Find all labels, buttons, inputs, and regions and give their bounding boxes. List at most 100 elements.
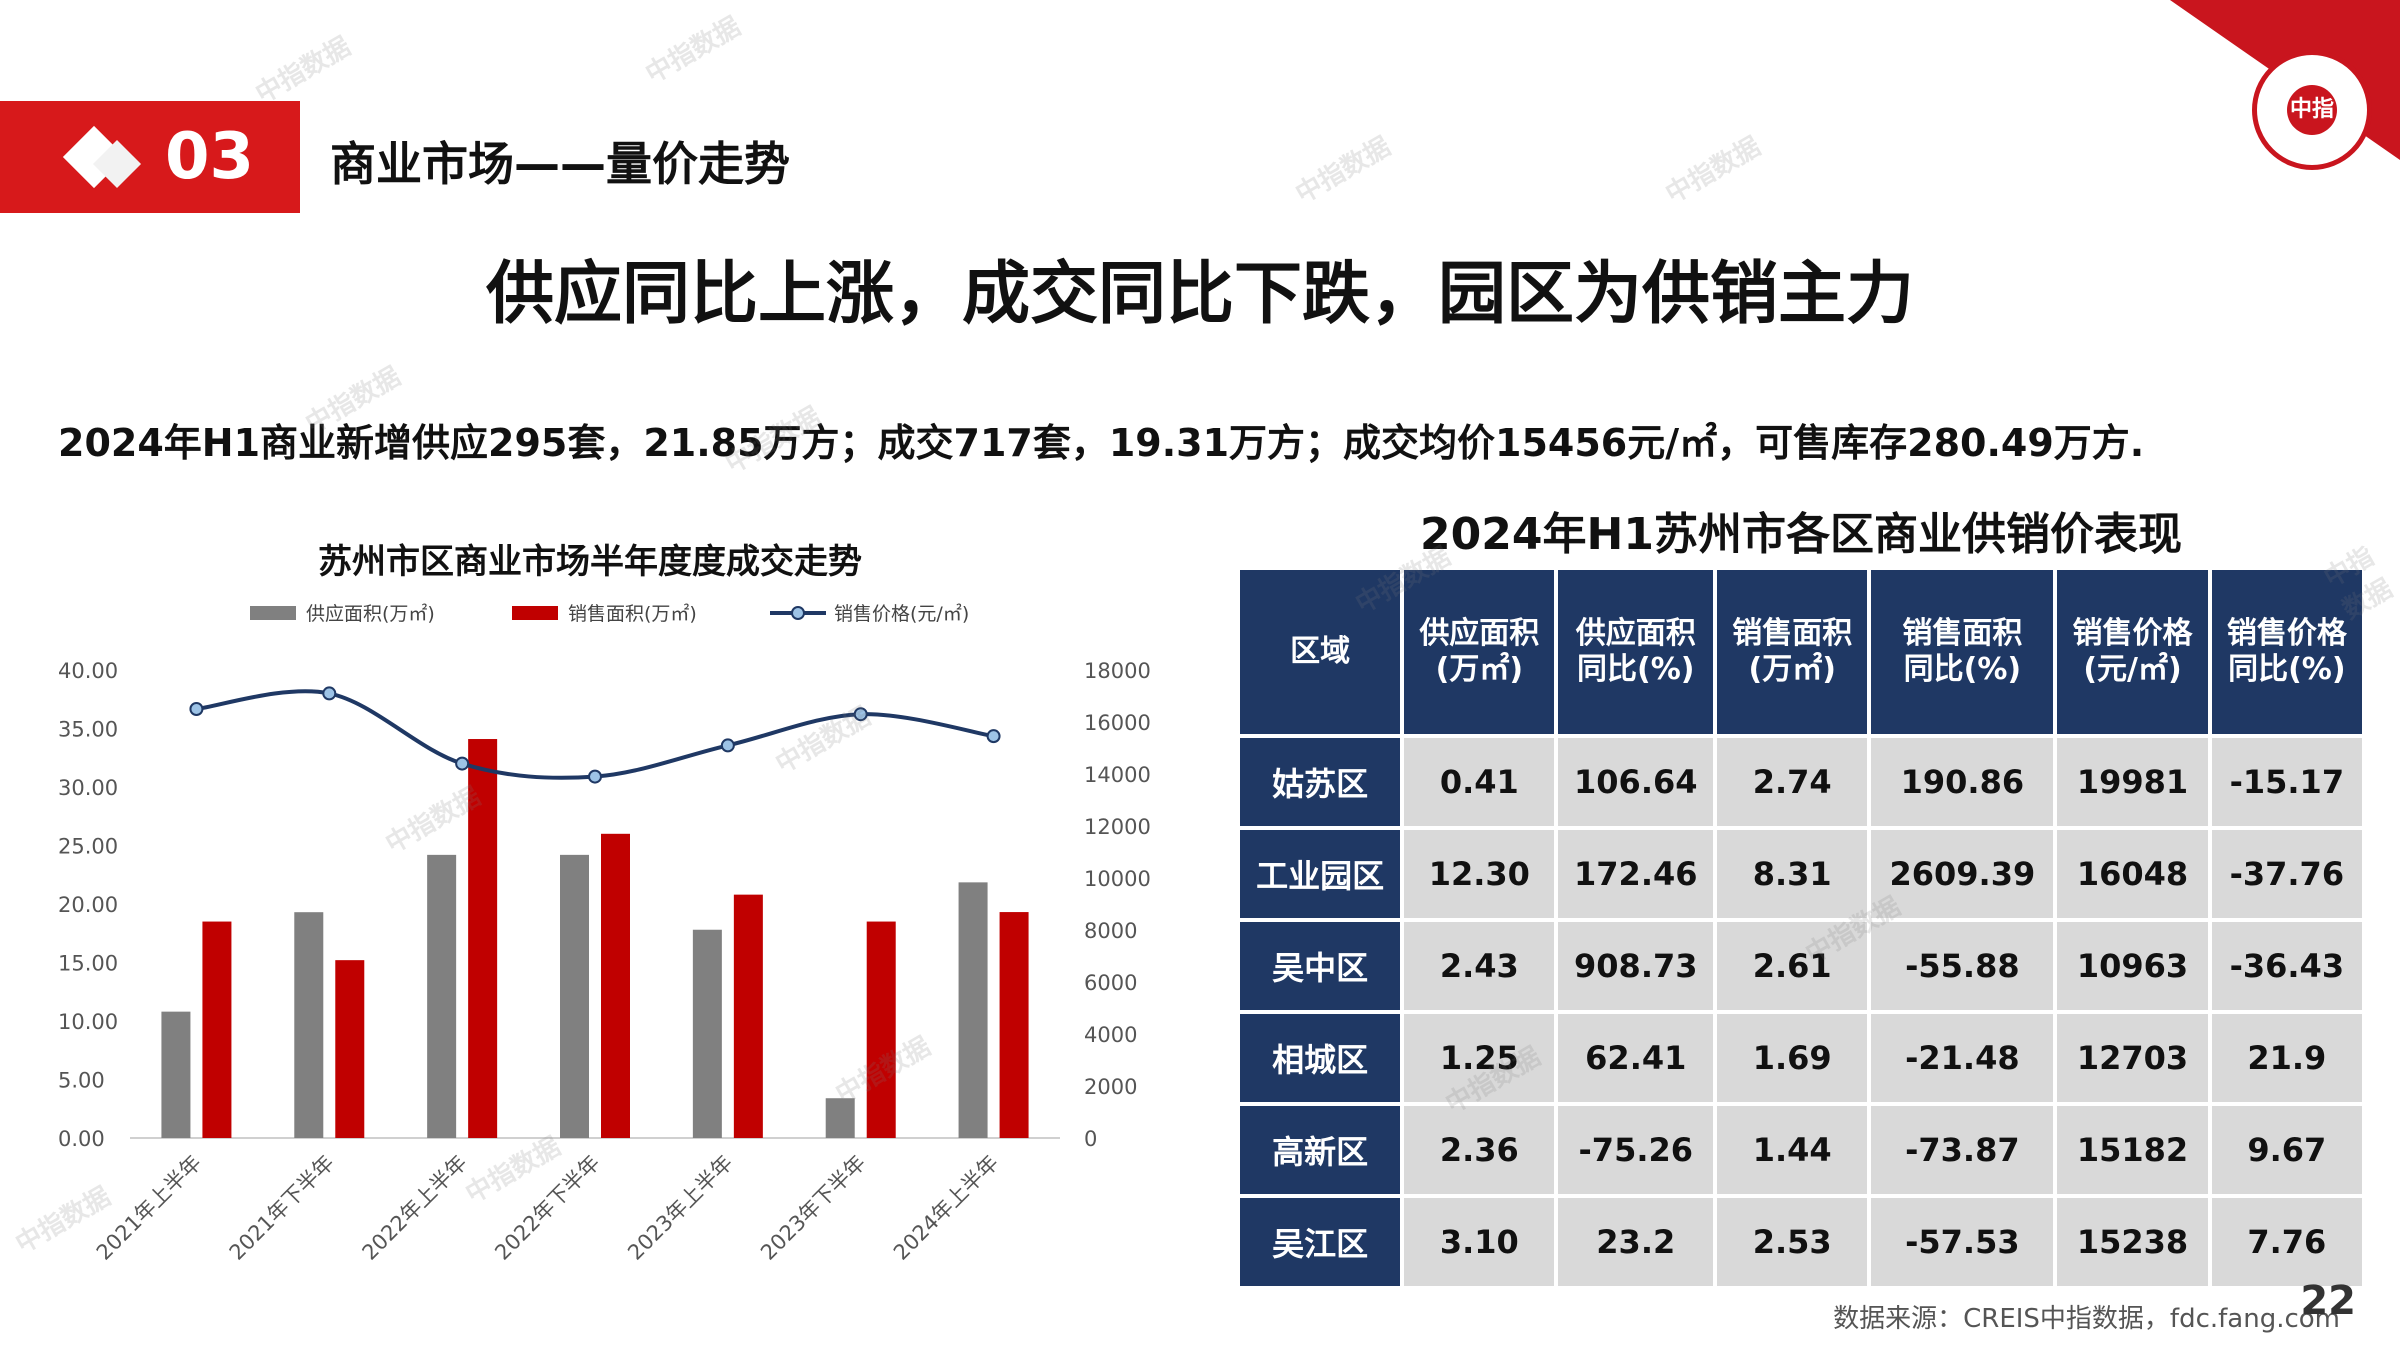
table-header-cell: 销售面积 同比(%)	[1871, 570, 2054, 734]
table-cell: 172.46	[1558, 830, 1714, 918]
price-point	[720, 738, 735, 753]
table-cell: 1.25	[1404, 1014, 1555, 1102]
legend-label: 供应面积(万㎡)	[306, 602, 435, 625]
y-right-tick-label: 6000	[1084, 971, 1137, 995]
y-left-tick-label: 10.00	[58, 1010, 118, 1034]
table-cell: 62.41	[1558, 1014, 1714, 1102]
district-name-cell: 相城区	[1240, 1014, 1401, 1102]
academy-logo: 中指	[2252, 50, 2372, 170]
sales-bar	[999, 912, 1029, 1138]
y-right-tick-label: 18000	[1084, 659, 1151, 683]
logo-text: 中指	[2287, 85, 2337, 135]
table-row: 吴江区 3.10 23.2 2.53 -57.53 15238 7.76	[1240, 1198, 2362, 1286]
table-cell: 15182	[2057, 1106, 2208, 1194]
price-point	[455, 756, 470, 771]
section-title: 商业市场——量价走势	[330, 137, 790, 191]
table-cell: -36.43	[2211, 922, 2362, 1010]
y-left-tick-label: 30.00	[58, 776, 118, 800]
table-row: 吴中区 2.43 908.73 2.61 -55.88 10963 -36.43	[1240, 922, 2362, 1010]
table-header-cell: 供应面积 同比(%)	[1558, 570, 1714, 734]
section-number: 03	[165, 120, 255, 194]
x-tick-label: 2024年上半年	[889, 1151, 1003, 1265]
table-header-cell: 销售面积 (万㎡)	[1717, 570, 1868, 734]
supply-bar	[294, 912, 324, 1138]
y-left-tick-label: 5.00	[58, 1069, 105, 1093]
legend-label: 销售价格(元/㎡)	[834, 602, 969, 625]
table-cell: -15.17	[2211, 738, 2362, 826]
x-tick-label: 2021年下半年	[225, 1151, 339, 1265]
legend-swatch	[250, 606, 296, 620]
table-row: 高新区 2.36 -75.26 1.44 -73.87 15182 9.67	[1240, 1106, 2362, 1194]
table-cell: 2.36	[1404, 1106, 1555, 1194]
y-left-tick-label: 40.00	[58, 659, 118, 683]
table-header-cell: 销售价格 同比(%)	[2211, 570, 2362, 734]
y-left-tick-label: 25.00	[58, 835, 118, 859]
table-cell: 23.2	[1558, 1198, 1714, 1286]
supply-bar	[560, 854, 589, 1138]
y-left-tick-label: 0.00	[58, 1127, 105, 1151]
district-name-cell: 高新区	[1240, 1106, 1401, 1194]
table-row: 姑苏区 0.41 106.64 2.74 190.86 19981 -15.17	[1240, 738, 2362, 826]
table-cell: 190.86	[1871, 738, 2054, 826]
table-cell: 0.41	[1404, 738, 1555, 826]
supply-bar	[692, 929, 722, 1138]
table-title: 2024年H1苏州市各区商业供销价表现	[1420, 509, 2182, 560]
table-cell: -37.76	[2211, 830, 2362, 918]
table-cell: 12.30	[1404, 830, 1555, 918]
page-number: 22	[2300, 1278, 2356, 1324]
table-cell: 2.61	[1717, 922, 1868, 1010]
section-tag: 03	[0, 101, 300, 213]
summary-text: 2024年H1商业新增供应295套，21.85万方；成交717套，19.31万方…	[58, 421, 2145, 465]
watermark: 中指数据	[250, 31, 356, 110]
table-cell: -75.26	[1558, 1106, 1714, 1194]
legend-label: 销售面积(万㎡)	[568, 602, 697, 625]
sales-bar	[866, 921, 896, 1138]
table-cell: -73.87	[1871, 1106, 2054, 1194]
table-row: 工业园区 12.30 172.46 8.31 2609.39 16048 -37.76	[1240, 830, 2362, 918]
supply-bar	[161, 1011, 191, 1138]
table-cell: 3.10	[1404, 1198, 1555, 1286]
table-cell: 908.73	[1558, 922, 1714, 1010]
x-tick-label: 2022年下半年	[490, 1151, 604, 1265]
price-point	[588, 769, 602, 784]
sales-bar	[601, 833, 630, 1138]
sales-bar	[202, 921, 232, 1138]
combo-chart: 供应面积(万㎡) 销售面积(万㎡) 销售价格(元/㎡) 40.00 35.00 30.00…	[58, 602, 1151, 1265]
y-right-tick-label: 10000	[1084, 867, 1151, 891]
table-cell: 2.53	[1717, 1198, 1868, 1286]
table-header-cell: 销售价格 (元/㎡)	[2057, 570, 2208, 734]
y-left-tick-label: 35.00	[58, 718, 118, 742]
table-cell: 12703	[2057, 1014, 2208, 1102]
supply-bar	[958, 882, 988, 1138]
table-cell: -21.48	[1871, 1014, 2054, 1102]
page-headline: 供应同比上涨，成交同比下跌，园区为供销主力	[485, 255, 1914, 334]
table-header-cell: 供应面积 (万㎡)	[1404, 570, 1555, 734]
table-cell: 16048	[2057, 830, 2208, 918]
chart-title: 苏州市区商业市场半年度度成交走势	[318, 542, 862, 582]
table-cell: 7.76	[2211, 1198, 2362, 1286]
table-cell: 8.31	[1717, 830, 1868, 918]
price-point	[322, 686, 337, 701]
legend-swatch	[512, 606, 558, 620]
table-cell: 9.67	[2211, 1106, 2362, 1194]
table-cell: 19981	[2057, 738, 2208, 826]
district-name-cell: 工业园区	[1240, 830, 1401, 918]
supply-bar	[825, 1098, 855, 1138]
price-point	[853, 707, 868, 722]
table-header-cell: 区域	[1240, 570, 1401, 734]
table-cell: 2609.39	[1871, 830, 2054, 918]
table-cell: 1.44	[1717, 1106, 1868, 1194]
table-cell: -57.53	[1871, 1198, 2054, 1286]
table-cell: 10963	[2057, 922, 2208, 1010]
y-right-tick-label: 0	[1084, 1127, 1097, 1151]
sales-bar	[468, 739, 498, 1138]
x-tick-label: 2023年下半年	[756, 1151, 870, 1265]
price-point	[986, 729, 1001, 744]
table-header-row: 区域 供应面积 (万㎡) 供应面积 同比(%) 销售面积 (万㎡) 销售面积 同比(%) 销售价格…	[1240, 570, 2362, 734]
price-point	[189, 702, 204, 716]
sales-bar	[733, 894, 763, 1138]
table-cell: 21.9	[2211, 1014, 2362, 1102]
watermark: 中指数据	[1660, 131, 1766, 210]
table-cell: 2.43	[1404, 922, 1555, 1010]
y-left-tick-label: 15.00	[58, 952, 118, 976]
